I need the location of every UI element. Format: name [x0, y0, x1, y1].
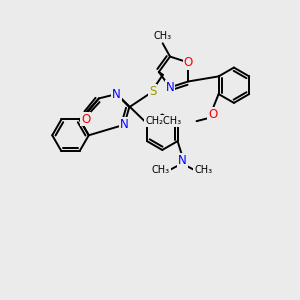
- Text: N: N: [178, 154, 187, 167]
- Text: N: N: [112, 88, 121, 100]
- Text: O: O: [184, 56, 193, 69]
- Text: O: O: [81, 112, 90, 125]
- Text: O: O: [208, 108, 218, 121]
- Text: N: N: [120, 118, 129, 131]
- Text: N: N: [166, 81, 174, 94]
- Text: S: S: [149, 85, 157, 98]
- Text: CH₃: CH₃: [152, 165, 170, 175]
- Text: CH₃: CH₃: [154, 31, 172, 41]
- Text: CH₂CH₃: CH₂CH₃: [145, 116, 181, 126]
- Text: CH₃: CH₃: [194, 165, 212, 175]
